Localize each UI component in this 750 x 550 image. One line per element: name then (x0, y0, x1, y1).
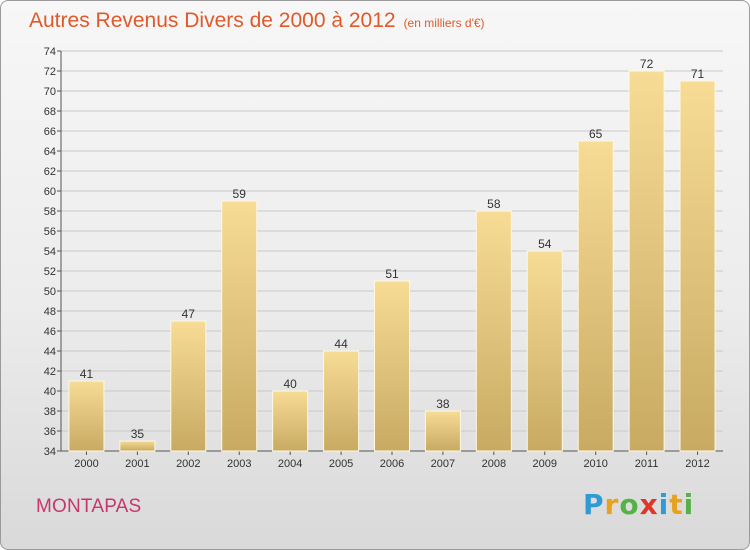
bar (119, 440, 156, 452)
x-tick-label: 2009 (533, 458, 557, 470)
logo-letter: i (683, 488, 695, 521)
data-label: 51 (385, 267, 399, 281)
logo-letter: i (658, 488, 670, 521)
y-tick-label: 66 (44, 126, 56, 138)
proxiti-logo: Proxiti (583, 488, 694, 521)
data-label: 41 (80, 367, 94, 381)
x-tick-label: 2006 (380, 458, 404, 470)
bar (679, 80, 716, 452)
y-tick-label: 58 (44, 206, 56, 218)
x-tick-label: 2007 (431, 458, 455, 470)
y-tick-label: 50 (44, 286, 56, 298)
data-label: 72 (640, 57, 654, 71)
bar (68, 380, 105, 452)
x-tick-label: 2008 (482, 458, 506, 470)
bar (577, 140, 614, 452)
data-label: 65 (589, 127, 603, 141)
y-tick-label: 46 (44, 326, 56, 338)
data-label: 59 (233, 187, 247, 201)
x-tick-label: 2005 (329, 458, 353, 470)
y-tick-label: 36 (44, 426, 56, 438)
y-tick-label: 34 (44, 446, 56, 458)
bar (628, 70, 665, 452)
logo-letter: o (619, 488, 640, 521)
y-tick-label: 70 (44, 86, 56, 98)
title-text: Autres Revenus Divers de 2000 à 2012 (29, 9, 396, 32)
bars (68, 70, 716, 452)
x-tick-label: 2001 (125, 458, 149, 470)
y-tick-label: 54 (44, 246, 56, 258)
bar (526, 250, 563, 452)
bar (424, 410, 461, 452)
x-tick-label: 2010 (583, 458, 607, 470)
bar (374, 280, 410, 452)
data-label: 54 (538, 237, 552, 251)
x-tick-label: 2000 (74, 458, 98, 470)
data-label: 44 (334, 337, 348, 351)
bar (475, 210, 512, 452)
x-tick-label: 2002 (176, 458, 200, 470)
x-tick-label: 2012 (685, 458, 709, 470)
data-label: 40 (283, 377, 297, 391)
bar (170, 320, 207, 452)
y-tick-label: 48 (44, 306, 56, 318)
y-tick-label: 40 (44, 386, 56, 398)
y-tick-label: 38 (44, 406, 56, 418)
y-tick-label: 68 (44, 106, 56, 118)
bar (272, 390, 309, 452)
y-tick-label: 64 (44, 146, 56, 158)
data-label: 58 (487, 197, 501, 211)
y-tick-label: 56 (44, 226, 56, 238)
y-tick-label: 74 (44, 46, 56, 58)
logo-letter: P (583, 488, 605, 521)
data-label: 38 (436, 397, 450, 411)
logo-letter: x (639, 488, 659, 521)
x-tick-label: 2011 (635, 458, 659, 470)
data-label: 35 (131, 427, 145, 441)
y-tick-label: 72 (44, 66, 56, 78)
bar (221, 200, 258, 452)
x-tick-label: 2003 (227, 458, 251, 470)
y-tick-label: 60 (44, 186, 56, 198)
y-tick-label: 52 (44, 266, 56, 278)
logo-letter: r (604, 488, 620, 521)
chart-subtitle: (en milliers d'€) (403, 16, 485, 30)
data-labels: 41 35 47 59 40 44 51 38 58 54 65 72 71 (80, 57, 705, 441)
y-tick-label: 62 (44, 166, 56, 178)
data-label: 47 (182, 307, 196, 321)
data-label: 71 (691, 67, 705, 81)
x-tick-label: 2004 (278, 458, 302, 470)
axes: 34 36 38 40 42 44 46 48 50 52 54 56 58 60 62 64 66 68 70 72… (44, 46, 723, 470)
logo-letter: t (669, 488, 684, 521)
location-name: MONTAPAS (36, 496, 142, 517)
y-tick-label: 44 (44, 346, 56, 358)
chart-title: Autres Revenus Divers de 2000 à 2012 (en … (29, 9, 485, 33)
bar (323, 350, 360, 452)
y-tick-label: 42 (44, 366, 56, 378)
